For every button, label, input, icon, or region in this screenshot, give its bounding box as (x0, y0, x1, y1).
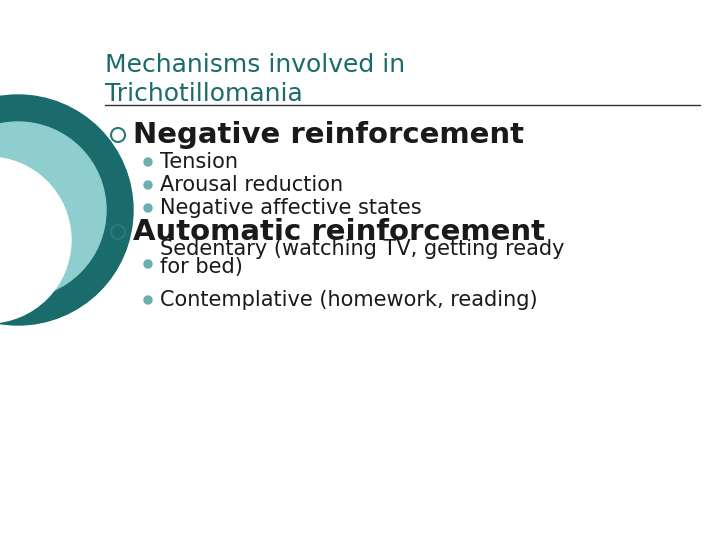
Circle shape (144, 158, 152, 166)
Text: Arousal reduction: Arousal reduction (160, 175, 343, 195)
Text: Contemplative (homework, reading): Contemplative (homework, reading) (160, 290, 538, 310)
Text: Negative affective states: Negative affective states (160, 198, 422, 218)
Text: Negative reinforcement: Negative reinforcement (133, 121, 524, 149)
Text: Tension: Tension (160, 152, 238, 172)
Text: Mechanisms involved in: Mechanisms involved in (105, 53, 405, 77)
Circle shape (144, 296, 152, 304)
Circle shape (144, 204, 152, 212)
Text: Trichotillomania: Trichotillomania (105, 82, 302, 106)
Text: for bed): for bed) (160, 257, 243, 277)
Circle shape (0, 122, 106, 298)
Circle shape (144, 181, 152, 189)
Circle shape (144, 260, 152, 268)
Text: Automatic reinforcement: Automatic reinforcement (133, 218, 545, 246)
Circle shape (0, 157, 71, 323)
Text: Sedentary (watching TV, getting ready: Sedentary (watching TV, getting ready (160, 239, 564, 259)
Circle shape (0, 95, 133, 325)
